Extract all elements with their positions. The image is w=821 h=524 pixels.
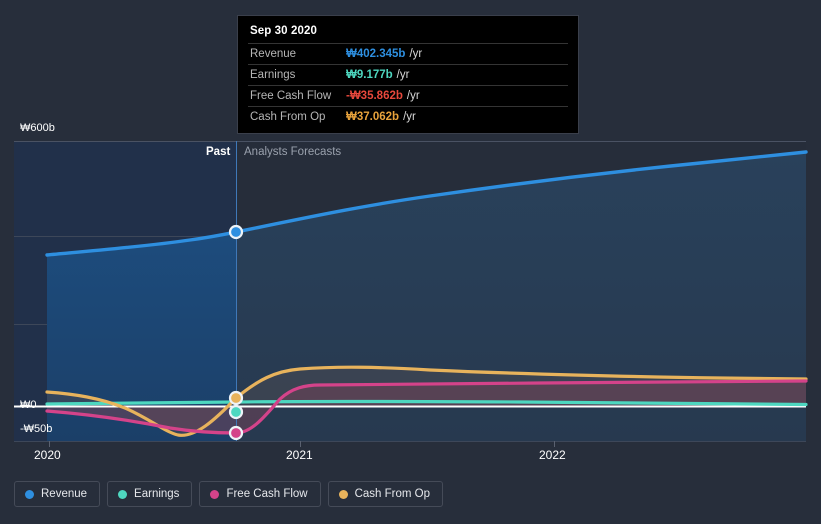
tooltip-suffix-cash-from-op: /yr xyxy=(403,111,416,123)
legend-dot-cash-from-op-icon xyxy=(338,489,348,499)
marker-earnings[interactable] xyxy=(228,404,244,420)
series-line-revenue xyxy=(45,150,808,257)
tooltip-row-earnings: Earnings ₩9.177b /yr xyxy=(248,64,568,85)
analysts-forecasts-label: Analysts Forecasts xyxy=(244,146,342,158)
chart-legend: Revenue Earnings Free Cash Flow Cash Fro… xyxy=(14,481,444,507)
marker-free-cash-flow[interactable] xyxy=(228,425,244,441)
tooltip-value-earnings: ₩9.177b xyxy=(346,69,393,81)
y-axis-label-negative: -₩50b xyxy=(20,423,53,435)
tooltip-label-revenue: Revenue xyxy=(250,48,297,60)
x-axis-label-2022: 2022 xyxy=(539,448,566,462)
legend-item-earnings[interactable]: Earnings xyxy=(107,481,193,507)
hover-markers xyxy=(228,224,244,441)
legend-dot-earnings-icon xyxy=(118,489,128,499)
x-axis-label-2020: 2020 xyxy=(34,448,61,462)
legend-label-earnings: Earnings xyxy=(134,488,180,500)
series-line-cash-from-op xyxy=(45,365,808,437)
legend-item-revenue[interactable]: Revenue xyxy=(14,481,101,507)
marker-cash-from-op[interactable] xyxy=(228,390,244,406)
tooltip-title: Sep 30 2020 xyxy=(250,25,317,37)
tooltip-label-free-cash-flow: Free Cash Flow xyxy=(250,90,332,102)
tooltip-value-revenue: ₩402.345b xyxy=(346,48,406,60)
y-axis-label-zero: ₩0 xyxy=(20,399,37,411)
tooltip-row-free-cash-flow: Free Cash Flow -₩35.862b /yr xyxy=(248,85,568,106)
tooltip-value-cash-from-op: ₩37.062b xyxy=(346,111,400,123)
legend-item-free-cash-flow[interactable]: Free Cash Flow xyxy=(199,481,321,507)
tooltip-suffix-free-cash-flow: /yr xyxy=(406,90,420,102)
legend-label-cash-from-op: Cash From Op xyxy=(354,488,431,500)
tooltip-suffix-earnings: /yr xyxy=(396,69,410,81)
revenue-area-past xyxy=(47,232,236,441)
tooltip-row-cash-from-op: Cash From Op ₩37.062b /yr xyxy=(248,106,568,127)
past-label: Past xyxy=(206,146,231,158)
legend-label-free-cash-flow: Free Cash Flow xyxy=(226,488,308,500)
tooltip-label-cash-from-op: Cash From Op xyxy=(250,111,326,123)
legend-label-revenue: Revenue xyxy=(41,488,88,500)
x-axis-label-2021: 2021 xyxy=(286,448,313,462)
tooltip-value-free-cash-flow: -₩35.862b xyxy=(346,90,403,102)
tooltip-label-earnings: Earnings xyxy=(250,69,296,81)
x-axis-ticks xyxy=(49,441,555,447)
data-tooltip: Sep 30 2020 Revenue ₩402.345b /yr Earnin… xyxy=(237,15,579,134)
marker-revenue[interactable] xyxy=(228,224,244,240)
series-line-free-cash-flow xyxy=(45,379,808,435)
tooltip-row-revenue: Revenue ₩402.345b /yr xyxy=(248,43,568,64)
tooltip-suffix-revenue: /yr xyxy=(409,48,423,60)
legend-dot-free-cash-flow-icon xyxy=(210,489,220,499)
series-line-earnings xyxy=(45,399,808,407)
y-axis-label-top: ₩600b xyxy=(20,122,55,134)
legend-dot-revenue-icon xyxy=(25,489,34,499)
legend-item-cash-from-op[interactable]: Cash From Op xyxy=(327,481,444,507)
